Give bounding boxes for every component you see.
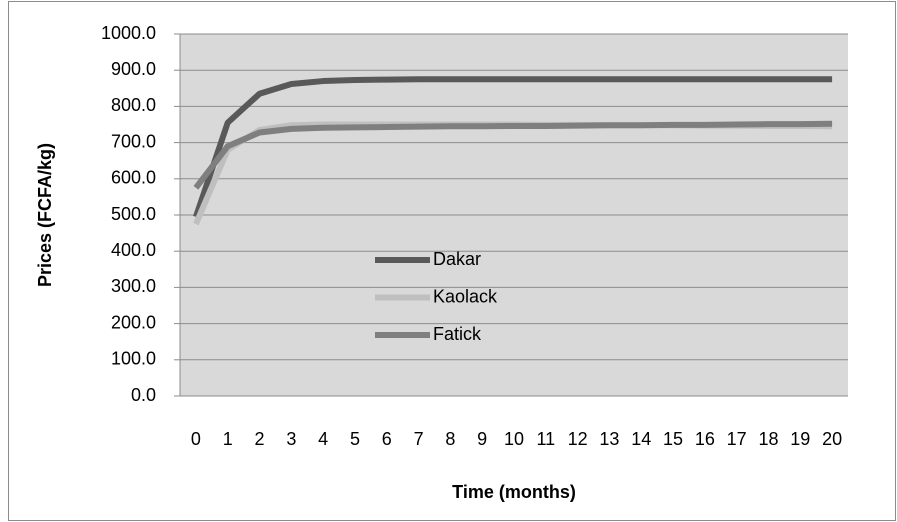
- x-tick-label: 13: [599, 429, 619, 449]
- legend-label: Dakar: [433, 249, 481, 269]
- y-tick-label: 200.0: [111, 312, 156, 332]
- y-tick-label: 300.0: [111, 276, 156, 296]
- y-axis-title: Prices (FCFA/kg): [35, 143, 55, 287]
- x-tick-label: 11: [536, 429, 555, 449]
- legend-label: Fatick: [433, 324, 482, 344]
- x-tick-label: 20: [822, 429, 842, 449]
- x-tick-label: 9: [477, 429, 487, 449]
- legend-label: Kaolack: [433, 286, 498, 306]
- y-tick-label: 800.0: [111, 95, 156, 115]
- x-tick-label: 19: [790, 429, 810, 449]
- y-tick-label: 400.0: [111, 240, 156, 260]
- x-tick-label: 18: [758, 429, 778, 449]
- y-tick-label: 900.0: [111, 59, 156, 79]
- x-tick-label: 4: [318, 429, 328, 449]
- x-tick-label: 8: [445, 429, 455, 449]
- x-tick-label: 17: [727, 429, 747, 449]
- x-tick-label: 15: [663, 429, 683, 449]
- y-tick-label: 500.0: [111, 204, 156, 224]
- y-tick-label: 600.0: [111, 168, 156, 188]
- y-tick-label: 1000.0: [101, 23, 156, 43]
- x-axis-title: Time (months): [452, 482, 576, 502]
- x-tick-label: 5: [350, 429, 360, 449]
- series-line: [193, 76, 833, 218]
- x-tick-label: 16: [695, 429, 715, 449]
- x-tick-label: 12: [568, 429, 588, 449]
- x-tick-label: 7: [414, 429, 424, 449]
- x-tick-label: 1: [223, 429, 233, 449]
- series-line: [193, 120, 833, 190]
- x-tick-label: 2: [255, 429, 265, 449]
- x-tick-label: 0: [191, 429, 201, 449]
- y-tick-label: 100.0: [111, 349, 156, 369]
- y-tick-label: 700.0: [111, 131, 156, 151]
- x-tick-label: 3: [286, 429, 296, 449]
- y-tick-label: 0.0: [131, 385, 156, 405]
- x-tick-label: 10: [504, 429, 524, 449]
- x-tick-label: 14: [631, 429, 651, 449]
- x-tick-label: 6: [382, 429, 392, 449]
